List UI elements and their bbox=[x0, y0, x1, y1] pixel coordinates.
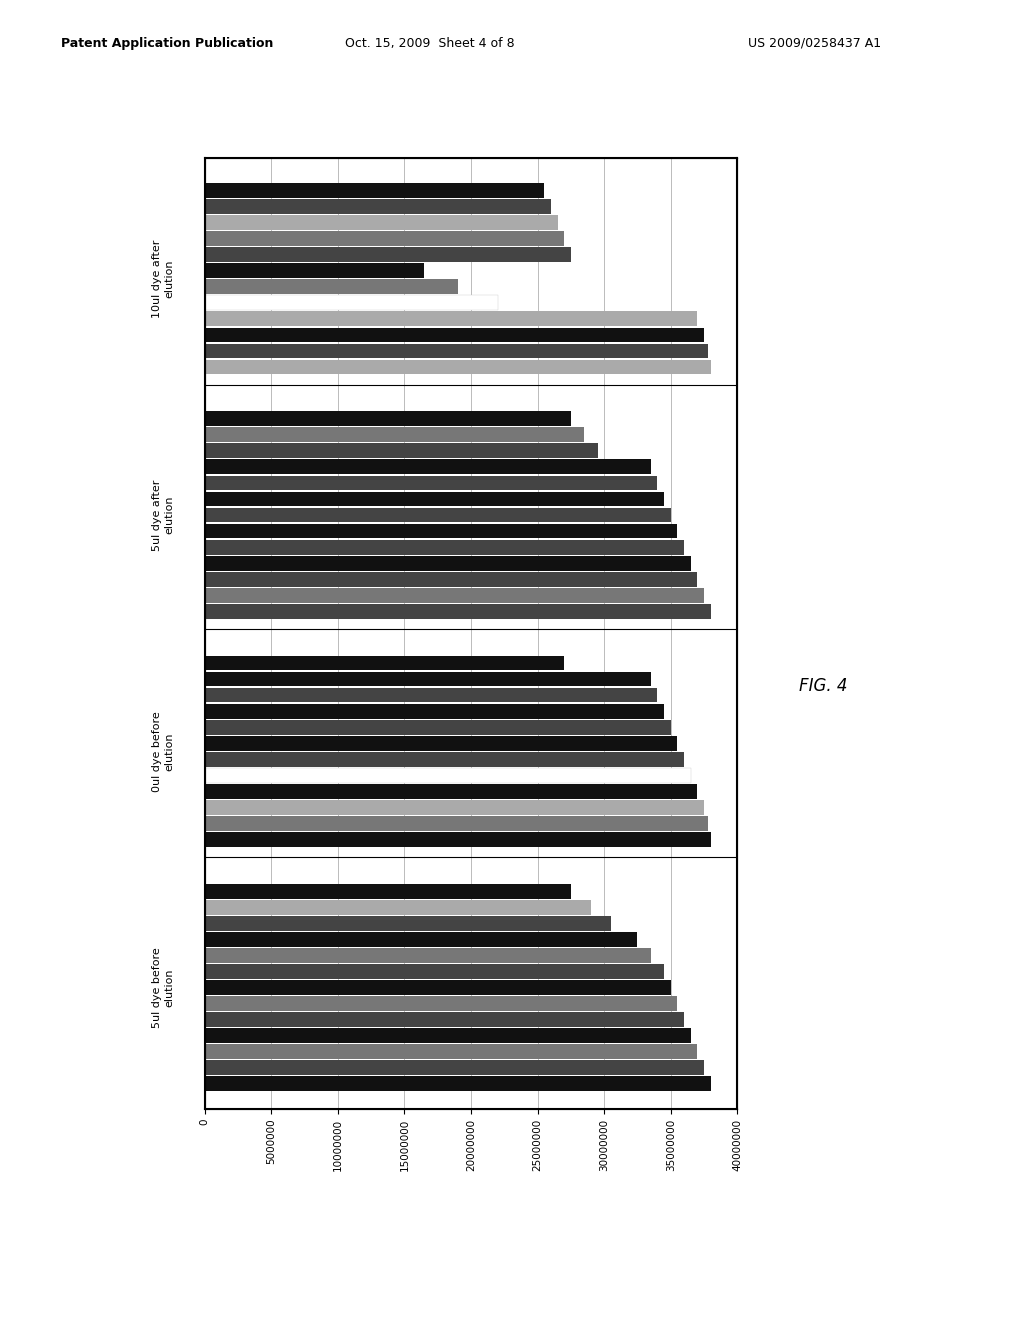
Bar bbox=[205, 475, 657, 490]
Bar bbox=[205, 1060, 705, 1076]
Bar bbox=[205, 784, 697, 799]
Bar bbox=[205, 1044, 697, 1059]
Text: Patent Application Publication: Patent Application Publication bbox=[61, 37, 273, 50]
Bar bbox=[205, 768, 691, 783]
Bar bbox=[205, 459, 651, 474]
Bar bbox=[205, 524, 678, 539]
Bar bbox=[205, 199, 551, 214]
Bar bbox=[205, 832, 711, 847]
Bar bbox=[205, 247, 571, 263]
Text: US 2009/0258437 A1: US 2009/0258437 A1 bbox=[748, 37, 881, 50]
Bar bbox=[205, 964, 665, 979]
Bar bbox=[205, 296, 498, 310]
Bar bbox=[205, 359, 711, 375]
Bar bbox=[205, 343, 708, 358]
Bar bbox=[205, 752, 684, 767]
Bar bbox=[205, 816, 708, 830]
Bar bbox=[205, 981, 671, 995]
Bar bbox=[205, 264, 424, 279]
Bar bbox=[205, 556, 691, 570]
Bar bbox=[205, 444, 598, 458]
Bar bbox=[205, 572, 697, 586]
Bar bbox=[205, 884, 571, 899]
Bar bbox=[205, 587, 705, 603]
Bar bbox=[205, 997, 678, 1011]
Bar bbox=[205, 688, 657, 702]
Bar bbox=[205, 719, 671, 735]
Bar bbox=[205, 656, 564, 671]
Bar bbox=[205, 231, 564, 246]
Bar bbox=[205, 183, 545, 198]
Bar bbox=[205, 605, 711, 619]
Bar bbox=[205, 491, 665, 507]
Bar bbox=[205, 327, 705, 342]
Bar bbox=[205, 932, 637, 946]
Bar bbox=[205, 704, 665, 718]
Bar bbox=[205, 508, 671, 523]
Bar bbox=[205, 916, 610, 931]
Bar bbox=[205, 672, 651, 686]
Bar bbox=[205, 312, 697, 326]
Bar bbox=[205, 280, 458, 294]
Bar bbox=[205, 215, 557, 230]
Text: Oct. 15, 2009  Sheet 4 of 8: Oct. 15, 2009 Sheet 4 of 8 bbox=[345, 37, 515, 50]
Bar bbox=[205, 735, 678, 751]
Bar bbox=[205, 1012, 684, 1027]
Text: FIG. 4: FIG. 4 bbox=[799, 677, 847, 696]
Bar bbox=[205, 1028, 691, 1043]
Bar bbox=[205, 948, 651, 962]
Bar bbox=[205, 540, 684, 554]
Bar bbox=[205, 800, 705, 814]
Bar bbox=[205, 900, 591, 915]
Bar bbox=[205, 412, 571, 426]
Bar bbox=[205, 428, 584, 442]
Bar bbox=[205, 1076, 711, 1092]
